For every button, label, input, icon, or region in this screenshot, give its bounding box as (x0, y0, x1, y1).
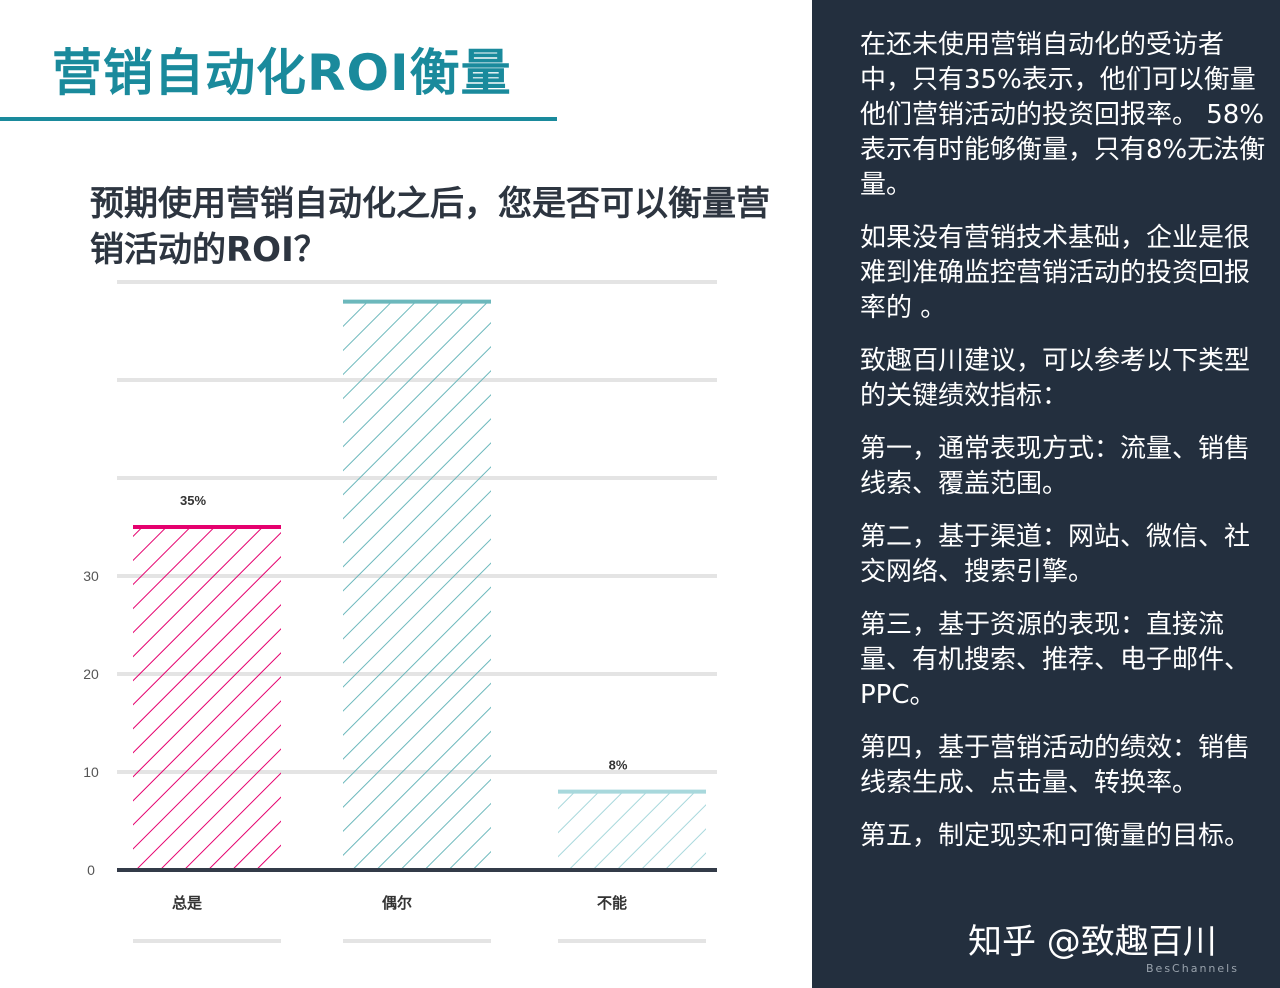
bar-chart: 0 10 20 30 总是 35% 偶尔 不能 8% (83, 280, 717, 943)
y-tick-label: 20 (83, 666, 99, 682)
bar-偶尔 (343, 301, 491, 871)
text-panel: 在还未使用营销自动化的受访者中，只有35%表示，他们可以衡量他们营销活动的投资回… (812, 0, 1280, 988)
paragraph-advice: 致趣百川建议，可以参考以下类型的关键绩效指标： (860, 346, 1251, 411)
x-tick-label: 不能 (597, 894, 627, 912)
bar-不能 (558, 791, 706, 870)
y-tick-label: 0 (87, 862, 95, 878)
bar-总是 (133, 527, 281, 870)
chart-title: 预期使用营销自动化之后，您是否可以衡量营销活动的ROI？ (90, 184, 770, 270)
data-label: 35% (180, 493, 206, 508)
data-label: 8% (609, 758, 628, 773)
x-tick-label: 偶尔 (382, 894, 412, 912)
text-panel-body: 在还未使用营销自动化的受访者中，只有35%表示，他们可以衡量他们营销活动的投资回… (860, 28, 1268, 872)
paragraph-kpi-2: 第二，基于渠道：网站、微信、社交网络、搜索引擎。 (860, 522, 1251, 587)
x-tick-label: 总是 (172, 894, 203, 912)
paragraph-kpi-5: 第五，制定现实和可衡量的目标。 (860, 821, 1251, 851)
paragraph-summary: 在还未使用营销自动化的受访者中，只有35%表示，他们可以衡量他们营销活动的投资回… (860, 30, 1266, 200)
brand-subtitle: BesChannels (1146, 962, 1239, 975)
chart-panel: 营销自动化ROI衡量 预期使用营销自动化之后，您是否可以衡量营销活动的ROI？ … (0, 44, 770, 943)
y-tick-label: 10 (83, 764, 99, 780)
title-underline (0, 117, 557, 121)
paragraph-kpi-1: 第一，通常表现方式：流量、销售线索、覆盖范围。 (860, 434, 1251, 499)
paragraph-kpi-4: 第四，基于营销活动的绩效：销售线索生成、点击量、转换率。 (860, 733, 1251, 798)
paragraph-foundation: 如果没有营销技术基础，企业是很难到准确监控营销活动的投资回报率的 。 (860, 223, 1251, 323)
y-tick-label: 30 (83, 568, 99, 584)
watermark: 知乎 @致趣百川 (968, 922, 1217, 962)
paragraph-kpi-3: 第三，基于资源的表现：直接流量、有机搜索、推荐、电子邮件、PPC。 (860, 610, 1251, 710)
page-title: 营销自动化ROI衡量 (52, 44, 512, 102)
